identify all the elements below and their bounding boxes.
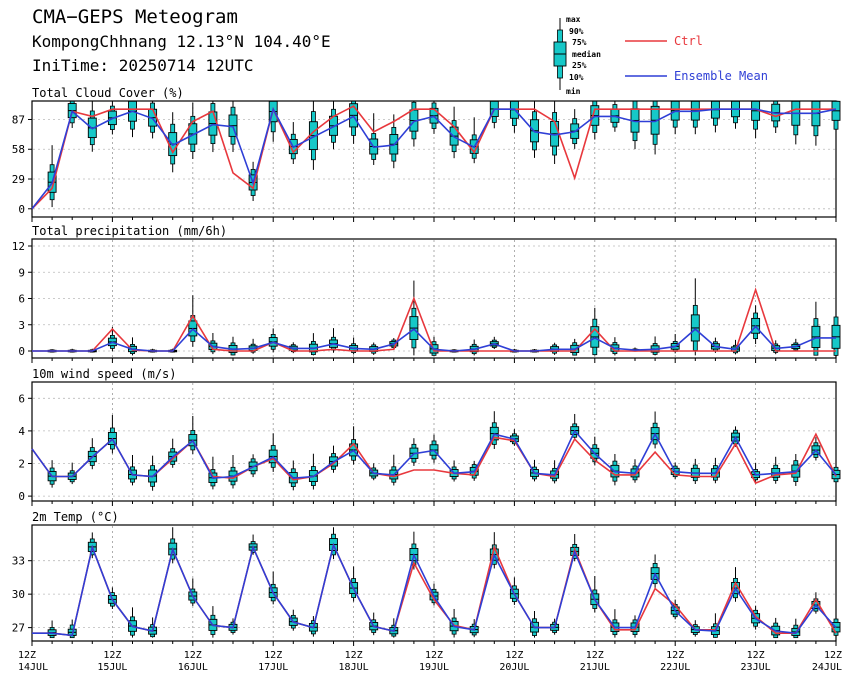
panel-title: Total Cloud Cover (%) [32, 86, 184, 100]
y-tick-label: 6 [18, 392, 25, 405]
x-tick-hour: 12Z [747, 650, 765, 661]
ensemble-mean-line [31, 107, 837, 210]
y-tick-label: 27 [12, 622, 25, 635]
x-tick-date: 15JUL [97, 662, 127, 673]
x-tick-hour: 12Z [425, 650, 443, 661]
x-tick-hour: 12Z [184, 650, 202, 661]
ensemble-mean-line [32, 325, 836, 352]
init-time: IniTime: 20250714 12UTC [32, 56, 254, 75]
panel-title: 2m Temp (°C) [32, 510, 119, 524]
station-location: KompongChhnang 12.13°N 104.40°E [32, 32, 331, 51]
legend-box-label: 90% [569, 27, 584, 36]
x-tick-date: 22JUL [660, 662, 690, 673]
x-tick-date: 24JUL [812, 662, 842, 673]
legend-box-label: 75% [572, 38, 587, 47]
x-tick-hour: 12Z [18, 650, 36, 661]
legend-mean-label: Ensemble Mean [674, 69, 768, 83]
ensemble-mean-line [32, 542, 837, 637]
x-tick-date: 19JUL [419, 662, 449, 673]
x-tick-date: 16JUL [178, 662, 208, 673]
x-tick-date: 23JUL [741, 662, 771, 673]
x-tick-hour: 12Z [666, 650, 684, 661]
y-tick-label: 0 [18, 490, 25, 503]
x-tick-hour: 12Z [824, 650, 842, 661]
x-tick-date: 17JUL [258, 662, 288, 673]
y-tick-label: 0 [18, 345, 25, 358]
y-tick-label: 33 [12, 555, 25, 568]
y-tick-label: 9 [18, 266, 25, 279]
x-tick-hour: 12Z [345, 650, 363, 661]
y-tick-label: 29 [12, 173, 25, 186]
y-tick-label: 4 [18, 425, 25, 438]
y-tick-label: 12 [12, 240, 25, 253]
y-tick-label: 2 [18, 458, 25, 471]
legend-box-label: 25% [572, 61, 587, 70]
y-tick-label: 87 [12, 113, 25, 126]
chart-title: CMA−GEPS Meteogram [32, 6, 238, 28]
panel-title: 10m wind speed (m/s) [32, 367, 177, 381]
x-tick-date: 20JUL [499, 662, 529, 673]
y-tick-label: 58 [12, 143, 25, 156]
x-tick-date: 21JUL [580, 662, 610, 673]
x-tick-hour: 12Z [586, 650, 604, 661]
x-tick-hour: 12Z [103, 650, 121, 661]
legend-box-label: 10% [569, 73, 584, 82]
y-tick-label: 3 [18, 319, 25, 332]
legend-box-label: median [572, 49, 601, 59]
legend-box-label: min [566, 86, 581, 96]
ensemble-mean-line [31, 429, 837, 480]
y-tick-label: 30 [12, 588, 25, 601]
ctrl-line [31, 105, 836, 210]
x-tick-hour: 12Z [505, 650, 523, 661]
x-tick-date: 18JUL [339, 662, 369, 673]
panel-title: Total precipitation (mm/6h) [32, 224, 227, 238]
x-tick-hour: 12Z [264, 650, 282, 661]
legend-ctrl-label: Ctrl [674, 34, 703, 48]
x-tick-date: 14JUL [18, 662, 48, 673]
y-tick-label: 6 [18, 293, 25, 306]
y-tick-label: 0 [18, 203, 25, 216]
legend-box-label: max [566, 15, 581, 24]
